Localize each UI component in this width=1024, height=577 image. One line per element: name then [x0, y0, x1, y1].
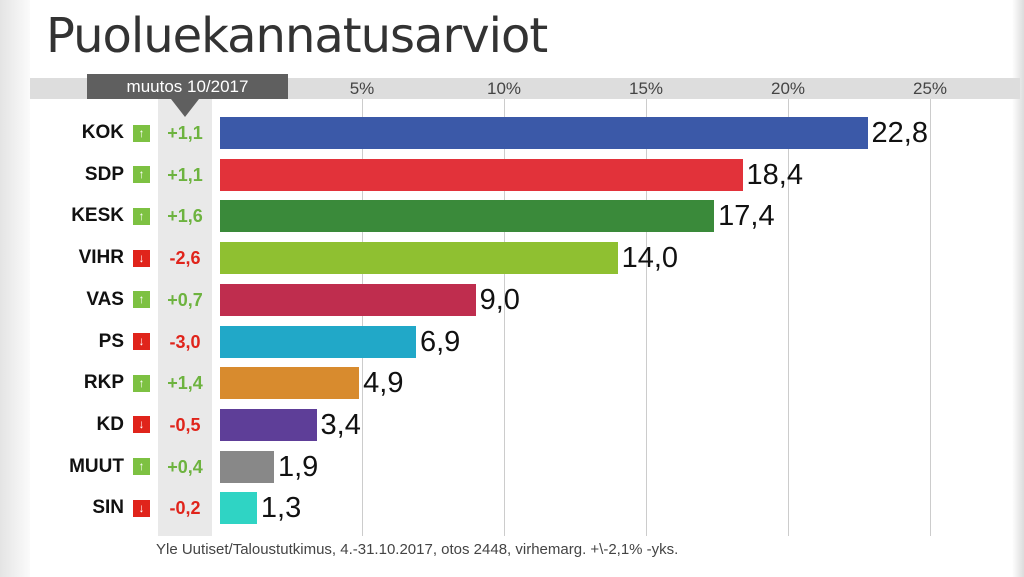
party-label: KOK [81, 122, 124, 143]
arrow-up-icon: ↑ [133, 374, 150, 392]
bar-value-label: 18,4 [746, 158, 803, 191]
bar-value-label: 1,9 [277, 450, 319, 483]
bar [220, 408, 317, 441]
bar [220, 200, 715, 233]
change-value: +1,6 [167, 206, 203, 227]
arrow-up-icon: ↑ [133, 291, 150, 309]
party-label: SDP [84, 163, 124, 185]
change-value: -3,0 [169, 331, 201, 352]
change-value: +1,4 [167, 373, 203, 394]
change-column-header: muutos 10/2017 [87, 74, 288, 99]
bar-value-label: 14,0 [621, 242, 679, 275]
arrow-down-icon: ↓ [133, 499, 150, 517]
x-tick-label: 15% [628, 79, 664, 98]
change-column-background [158, 99, 212, 536]
arrow-down-icon: ↓ [133, 333, 150, 350]
change-value: +0,7 [167, 289, 203, 310]
party-label: PS [98, 330, 124, 352]
arrow-down-icon: ↓ [133, 249, 150, 267]
party-label: VIHR [78, 247, 124, 269]
x-tick-label: 10% [486, 79, 522, 98]
bar [220, 325, 416, 358]
bar-value-label: 22,8 [871, 117, 928, 149]
gridline [646, 99, 647, 536]
arrow-up-icon: ↑ [133, 207, 150, 225]
gridline [930, 99, 931, 536]
change-value: +1,1 [167, 164, 203, 185]
change-value: -0,5 [169, 414, 201, 435]
change-value: -2,6 [169, 248, 201, 269]
change-header-pointer [171, 99, 199, 117]
x-tick-label: 25% [912, 79, 948, 98]
source-note: Yle Uutiset/Taloustutkimus, 4.-31.10.201… [156, 541, 679, 558]
bar-value-label: 4,9 [363, 367, 404, 400]
arrow-up-icon: ↑ [133, 458, 150, 476]
bar [220, 117, 868, 149]
right-edge-shade [1012, 0, 1024, 577]
bar-value-label: 3,4 [320, 408, 361, 441]
bar [220, 283, 476, 316]
bar-value-label: 9,0 [479, 283, 520, 316]
gridline [362, 99, 363, 536]
arrow-up-icon: ↑ [133, 124, 150, 142]
gridline [788, 99, 789, 536]
left-edge-shade [0, 0, 30, 577]
x-tick-label: 20% [770, 79, 806, 98]
party-label: VAS [86, 288, 124, 310]
bar [220, 367, 360, 400]
bar [220, 158, 743, 191]
bar [220, 450, 274, 483]
change-value: +1,1 [167, 123, 203, 143]
arrow-up-icon: ↑ [133, 166, 150, 184]
arrow-down-icon: ↓ [133, 416, 150, 434]
bar-value-label: 17,4 [718, 200, 775, 233]
party-label: KESK [71, 205, 124, 227]
bar [220, 492, 257, 525]
bar-value-label: 1,3 [260, 492, 302, 525]
bar [220, 242, 618, 275]
party-label: MUUT [69, 455, 124, 477]
party-label: RKP [83, 372, 124, 394]
change-value: -0,2 [169, 498, 201, 519]
party-label: KD [96, 413, 124, 435]
bar-value-label: 6,9 [419, 325, 461, 358]
x-tick-label: 5% [349, 79, 375, 98]
chart-title: Puoluekannatusarviot [46, 8, 548, 64]
change-value: +0,4 [167, 456, 203, 477]
party-label: SIN [92, 497, 124, 519]
gridline [504, 99, 505, 536]
